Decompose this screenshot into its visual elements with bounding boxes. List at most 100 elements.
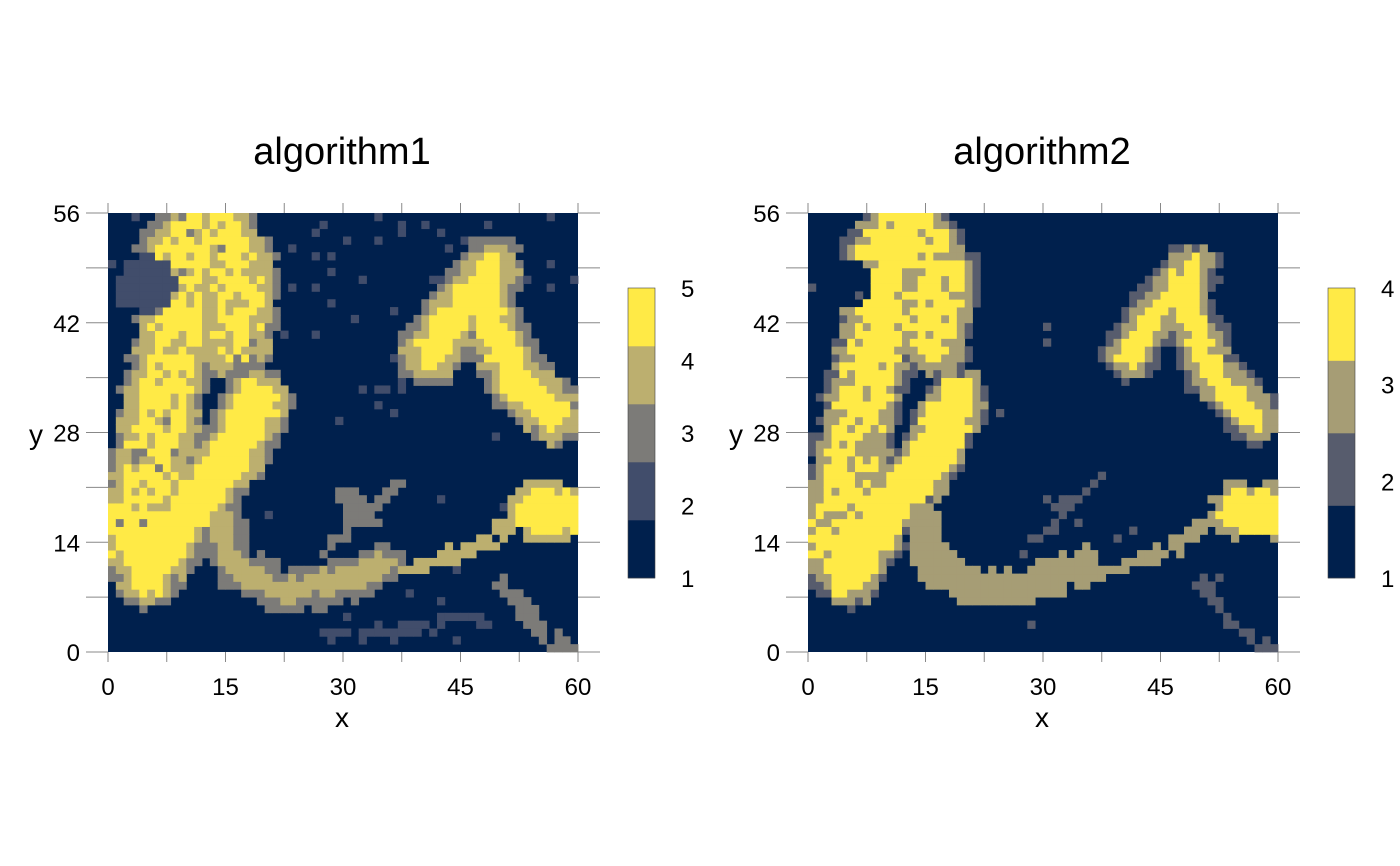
heatmap-cell (933, 220, 942, 230)
heatmap-cell (902, 518, 911, 527)
heatmap-cell (139, 299, 148, 308)
heatmap-cell (909, 456, 919, 465)
heatmap-cell (878, 338, 887, 347)
heatmap-cell (468, 299, 477, 308)
heatmap-cell (839, 597, 848, 606)
heatmap-cell (925, 408, 934, 418)
heatmap-cell (1003, 581, 1013, 590)
heatmap-cell (429, 275, 438, 284)
heatmap-cell (241, 346, 250, 355)
heatmap-cell (894, 456, 903, 465)
heatmap-cell (272, 314, 281, 324)
heatmap-cell (350, 495, 360, 504)
heatmap-cell (186, 534, 195, 543)
heatmap-cell (538, 620, 548, 629)
heatmap-cell (886, 448, 895, 457)
heatmap-cell (1270, 393, 1279, 402)
heatmap-cell (870, 330, 879, 339)
heatmap-cell (1027, 573, 1036, 582)
heatmap-cell (531, 338, 540, 347)
heatmap-cell (870, 267, 879, 277)
heatmap-cell (131, 503, 140, 512)
heatmap-cell (964, 424, 973, 433)
heatmap-cell (233, 299, 242, 308)
heatmap-cell (413, 346, 422, 355)
heatmap-cell (468, 542, 477, 551)
heatmap-cell (413, 628, 422, 637)
heatmap-cell (272, 408, 281, 418)
heatmap-cell (256, 393, 266, 402)
heatmap-cell (855, 495, 864, 504)
heatmap-cell (358, 510, 367, 520)
heatmap-cell (311, 228, 320, 237)
heatmap-cell (1184, 534, 1193, 543)
heatmap-cell (186, 424, 195, 433)
heatmap-cell (444, 338, 454, 347)
heatmap-cell (123, 565, 132, 575)
heatmap-cell (554, 628, 563, 637)
heatmap-cell (484, 346, 493, 355)
heatmap-cell (225, 299, 234, 308)
heatmap-cell (491, 542, 501, 551)
heatmap-cell (233, 354, 242, 363)
heatmap-cell (186, 244, 195, 253)
heatmap-cell (178, 299, 187, 308)
heatmap-cell (933, 408, 942, 418)
heatmap-cell (1168, 283, 1177, 292)
heatmap-cell (831, 479, 840, 488)
heatmap-cell (933, 369, 942, 379)
heatmap-cell (468, 291, 477, 300)
heatmap-cell (909, 503, 919, 512)
heatmap-cell (1207, 330, 1216, 339)
heatmap-cell (909, 518, 919, 527)
heatmap-cell (831, 557, 840, 567)
heatmap-cell (1184, 260, 1193, 269)
heatmap-cell (925, 526, 934, 535)
heatmap-cell (491, 252, 501, 261)
heatmap-cell (194, 393, 203, 402)
heatmap-cell (949, 361, 958, 371)
heatmap-cell (1246, 503, 1255, 512)
heatmap-cell (1144, 322, 1154, 331)
heatmap-cell (941, 267, 950, 277)
heatmap-cell (941, 416, 950, 426)
heatmap-cell (855, 314, 864, 324)
heatmap-cell (531, 604, 540, 614)
heatmap-cell (941, 557, 950, 567)
heatmap-cell (491, 244, 501, 253)
heatmap-cell (256, 361, 266, 371)
heatmap-cell (886, 252, 895, 261)
heatmap-cell (855, 307, 864, 316)
heatmap-cell (256, 236, 266, 245)
heatmap-cell (217, 581, 226, 590)
heatmap-cell (1176, 275, 1185, 284)
heatmap-cell (162, 557, 172, 567)
heatmap-cell (870, 307, 879, 316)
heatmap-cell (233, 573, 242, 582)
heatmap-cell (902, 213, 911, 222)
heatmap-cell (538, 401, 548, 410)
heatmap-cell (405, 620, 414, 629)
heatmap-cell (1270, 416, 1279, 426)
heatmap-cell (178, 361, 187, 371)
heatmap-cell (894, 346, 903, 355)
heatmap-cell (1129, 338, 1138, 347)
heatmap-cell (855, 471, 864, 480)
heatmap-cell (1207, 581, 1216, 590)
heatmap-cell (256, 291, 266, 300)
heatmap-cell (217, 220, 226, 230)
heatmap-cell (964, 314, 973, 324)
heatmap-cell (507, 338, 516, 347)
heatmap-cell (507, 518, 516, 527)
heatmap-cell (815, 448, 825, 457)
heatmap-cell (437, 322, 446, 331)
heatmap-cell (256, 471, 266, 480)
heatmap-cell (202, 510, 211, 520)
heatmap-cell (1176, 550, 1185, 559)
heatmap-cell (249, 314, 258, 324)
heatmap-cell (808, 526, 817, 535)
heatmap-cell (139, 338, 148, 347)
heatmap-cell (878, 275, 887, 284)
